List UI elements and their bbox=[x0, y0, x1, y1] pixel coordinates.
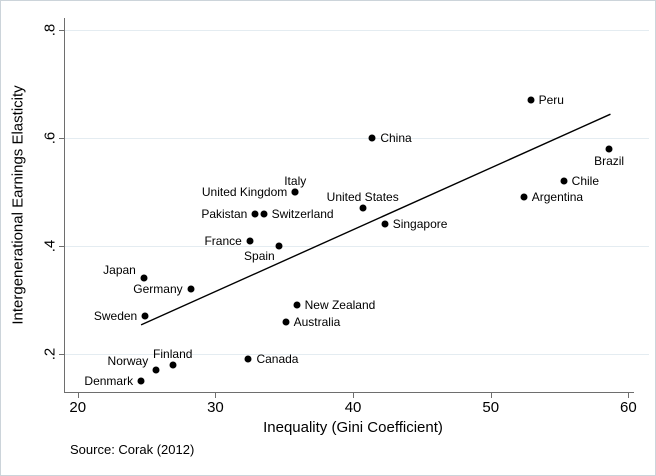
data-point-dot-spain bbox=[275, 242, 283, 250]
data-point-dot-norway bbox=[152, 366, 160, 374]
data-point-label-italy: Italy bbox=[284, 173, 307, 188]
data-point-label-finland: Finland bbox=[153, 346, 193, 361]
data-point-dot-peru bbox=[527, 96, 535, 104]
data-point-dot-denmark bbox=[137, 377, 145, 385]
data-point-dot-japan bbox=[140, 274, 148, 282]
data-point-label-united-kingdom: United Kingdom bbox=[201, 184, 288, 199]
data-point-label-spain: Spain bbox=[244, 249, 275, 264]
data-point-label-australia: Australia bbox=[293, 314, 341, 329]
data-point-label-united-states: United States bbox=[326, 190, 399, 205]
x-tick bbox=[353, 393, 355, 398]
trend-line bbox=[140, 113, 611, 326]
x-tick bbox=[215, 393, 217, 398]
x-tick-label: 30 bbox=[207, 399, 224, 416]
data-point-dot-pakistan bbox=[251, 210, 259, 218]
plot-area: .2 .4 .6 .8 20 30 40 50 60 Denmark Norway Finland Ca… bbox=[42, 18, 649, 416]
data-point-dot-china bbox=[368, 134, 376, 142]
data-point-dot-new-zealand bbox=[293, 301, 301, 309]
data-point-dot-australia bbox=[282, 318, 290, 326]
data-point-label-france: France bbox=[204, 233, 242, 248]
y-tick bbox=[59, 354, 64, 356]
data-point-label-new-zealand: New Zealand bbox=[304, 298, 376, 313]
data-point-dot-singapore bbox=[381, 220, 389, 228]
data-point-label-norway: Norway bbox=[107, 354, 149, 369]
y-axis-line bbox=[64, 18, 65, 393]
y-tick bbox=[59, 29, 64, 31]
data-point-label-china: China bbox=[380, 130, 412, 145]
data-point-label-switzerland: Switzerland bbox=[271, 206, 334, 221]
gridline bbox=[65, 354, 649, 356]
y-tick bbox=[59, 137, 64, 139]
data-point-dot-finland bbox=[169, 361, 177, 369]
y-tick-label: .6 bbox=[41, 131, 59, 145]
x-tick bbox=[77, 393, 79, 398]
gridline bbox=[65, 246, 649, 248]
data-point-dot-chile bbox=[560, 177, 568, 185]
x-axis-line bbox=[64, 392, 634, 393]
data-point-label-denmark: Denmark bbox=[84, 374, 134, 389]
data-point-label-germany: Germany bbox=[133, 282, 183, 297]
x-tick-label: 60 bbox=[620, 399, 637, 416]
data-point-label-argentina: Argentina bbox=[531, 190, 584, 205]
data-point-dot-france bbox=[246, 237, 254, 245]
data-point-dot-sweden bbox=[141, 312, 149, 320]
data-point-label-brazil: Brazil bbox=[594, 153, 625, 168]
y-tick-label: .2 bbox=[41, 347, 59, 361]
x-tick-label: 40 bbox=[344, 399, 362, 416]
data-point-dot-argentina bbox=[520, 193, 528, 201]
y-axis-title: Intergenerational Earnings Elasticity bbox=[9, 85, 27, 325]
data-point-dot-switzerland bbox=[260, 210, 268, 218]
data-point-label-japan: Japan bbox=[103, 263, 136, 278]
data-point-dot-united-states bbox=[359, 204, 367, 212]
data-point-label-pakistan: Pakistan bbox=[201, 206, 248, 221]
y-tick-label: .4 bbox=[41, 239, 59, 253]
data-point-label-peru: Peru bbox=[538, 93, 564, 108]
data-point-dot-italy bbox=[291, 188, 299, 196]
y-tick bbox=[59, 246, 64, 248]
x-tick-label: 20 bbox=[69, 399, 87, 416]
source-note: Source: Corak (2012) bbox=[70, 442, 195, 457]
gridline bbox=[65, 29, 649, 31]
data-point-dot-germany bbox=[187, 285, 195, 293]
x-tick bbox=[628, 393, 630, 398]
data-point-dot-brazil bbox=[605, 145, 613, 153]
gridline bbox=[65, 137, 649, 139]
data-point-dot-canada bbox=[244, 355, 252, 363]
x-axis-title: Inequality (Gini Coefficient) bbox=[263, 419, 443, 436]
data-point-label-singapore: Singapore bbox=[392, 217, 448, 232]
x-tick bbox=[490, 393, 492, 398]
data-point-label-chile: Chile bbox=[571, 174, 600, 189]
data-point-label-sweden: Sweden bbox=[93, 309, 138, 324]
x-tick-label: 50 bbox=[482, 399, 500, 416]
y-tick-label: .8 bbox=[41, 23, 59, 37]
data-point-label-canada: Canada bbox=[256, 352, 299, 367]
